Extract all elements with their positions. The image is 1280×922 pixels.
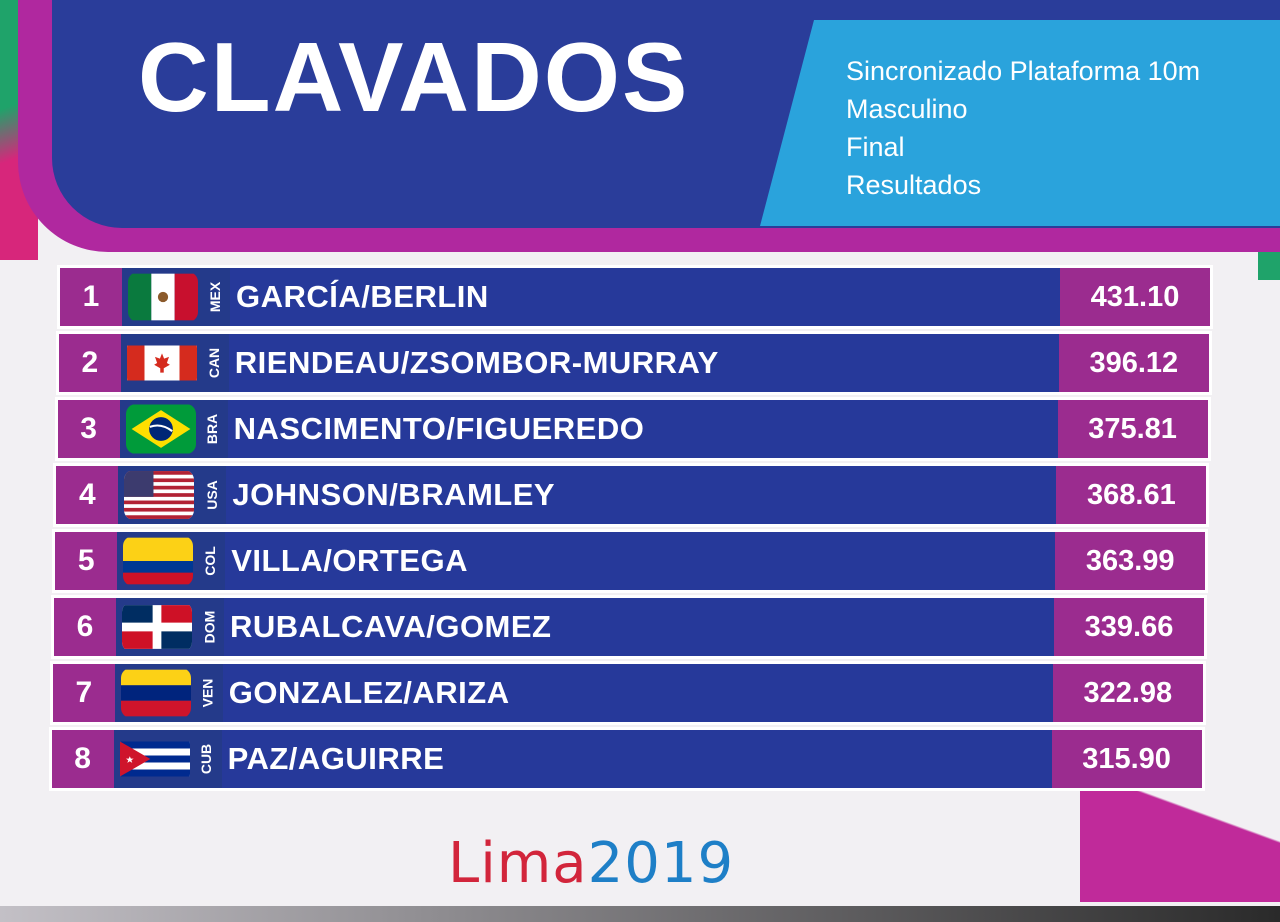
country-cell: DOM (116, 598, 224, 656)
event-description: Sincronizado Plataforma 10m Masculino Fi… (846, 52, 1200, 204)
athlete-names: NASCIMENTO/FIGUEREDO (227, 400, 1058, 458)
rank-number: 3 (57, 400, 120, 458)
country-code-text: MEX (207, 281, 223, 313)
score-value: 431.10 (1060, 268, 1210, 326)
athlete-names: GONZALEZ/ARIZA (222, 664, 1053, 722)
venezuela-flag-icon (120, 668, 191, 718)
usa-flag-icon (124, 470, 195, 520)
rank-number: 7 (52, 664, 115, 722)
rank-number: 4 (56, 466, 119, 524)
country-code: MEX (204, 268, 226, 326)
event-phase: Final (846, 132, 905, 162)
athlete-names: JOHNSON/BRAMLEY (226, 466, 1057, 524)
country-cell: COL (117, 532, 226, 590)
country-code: COL (199, 532, 221, 590)
country-code-text: COL (202, 546, 219, 576)
athlete-names: PAZ/AGUIRRE (221, 730, 1052, 788)
lima-2019-logo: Lima2019 (448, 836, 734, 892)
result-row: 1 MEX GARCÍA/BERLIN 431.10 (60, 268, 1210, 326)
country-cell: CAN (120, 334, 229, 392)
event-info-panel (760, 20, 1280, 226)
country-code-text: USA (203, 480, 220, 510)
country-code: CUB (196, 730, 218, 788)
canada-flag-icon (126, 338, 197, 388)
result-row: 6 DOM RUBALCAVA/GOMEZ 339.66 (54, 598, 1204, 656)
score-value: 339.66 (1054, 598, 1204, 656)
country-code-text: DOM (201, 610, 218, 644)
result-row: 5 COL VILLA/ORTEGA 363.99 (55, 532, 1206, 590)
logo-year-text: 2019 (587, 831, 735, 896)
country-cell: BRA (119, 400, 228, 458)
country-code: BRA (202, 400, 224, 458)
country-code-text: CAN (205, 347, 222, 379)
country-code: USA (200, 466, 222, 524)
cuba-flag-icon (119, 734, 190, 784)
dominican-republic-flag-icon (122, 602, 192, 652)
result-row: 3 BRA NASCIMENTO/FIGUEREDO 375.81 (57, 400, 1208, 458)
athlete-names: VILLA/ORTEGA (225, 532, 1056, 590)
score-value: 322.98 (1052, 664, 1203, 722)
country-code: VEN (197, 664, 219, 722)
rank-number: 2 (58, 334, 121, 392)
rank-number: 1 (60, 268, 122, 326)
country-code: DOM (198, 598, 220, 656)
score-value: 315.90 (1051, 730, 1202, 788)
score-value: 368.61 (1056, 466, 1207, 524)
result-row: 2 CAN RIENDEAU/ZSOMBOR-MURRAY 396.12 (58, 334, 1209, 392)
country-cell: MEX (122, 268, 230, 326)
result-row: 4 USA JOHNSON/BRAMLEY 368.61 (56, 466, 1207, 524)
athlete-names: RIENDEAU/ZSOMBOR-MURRAY (228, 334, 1059, 392)
result-row: 8 CUB PAZ/AGUIRRE 315.90 (51, 730, 1202, 788)
event-status: Resultados (846, 170, 982, 200)
brazil-flag-icon (125, 404, 196, 454)
country-code-text: CUB (198, 743, 215, 775)
result-row: 7 VEN GONZALEZ/ARIZA 322.98 (52, 664, 1203, 722)
colombia-flag-icon (123, 536, 194, 586)
country-cell: CUB (113, 730, 222, 788)
logo-lima-text: Lima (448, 831, 588, 896)
event-discipline: Sincronizado Plataforma 10m (846, 56, 1201, 86)
country-cell: USA (118, 466, 227, 524)
athlete-names: GARCÍA/BERLIN (230, 268, 1060, 326)
country-code: CAN (203, 334, 225, 392)
country-cell: VEN (114, 664, 223, 722)
score-value: 363.99 (1055, 532, 1206, 590)
page-title: CLAVADOS (138, 22, 690, 132)
rank-number: 6 (54, 598, 116, 656)
screen-bezel (0, 906, 1280, 922)
country-code-text: VEN (199, 678, 216, 708)
athlete-names: RUBALCAVA/GOMEZ (224, 598, 1054, 656)
score-value: 396.12 (1058, 334, 1209, 392)
rank-number: 5 (55, 532, 118, 590)
score-value: 375.81 (1057, 400, 1208, 458)
mexico-flag-icon (128, 272, 198, 322)
event-category: Masculino (846, 94, 968, 124)
country-code-text: BRA (204, 413, 221, 445)
rank-number: 8 (51, 730, 114, 788)
